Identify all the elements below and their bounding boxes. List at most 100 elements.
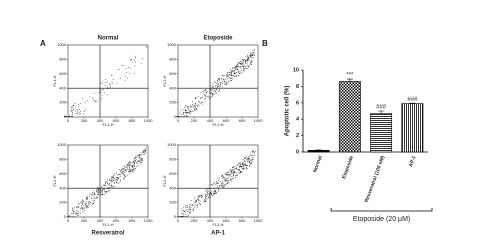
event-dot [135, 57, 136, 58]
event-dot [236, 69, 238, 71]
event-dot [221, 77, 222, 79]
event-dot [109, 178, 111, 179]
event-dot [198, 198, 199, 200]
event-dot [199, 98, 201, 100]
event-dot [238, 171, 240, 173]
event-dot [144, 149, 146, 151]
event-dot [181, 210, 183, 212]
event-dot [211, 89, 213, 90]
event-dot [192, 105, 194, 107]
event-dot [240, 66, 241, 67]
event-dot [246, 167, 248, 168]
event-dot [184, 111, 186, 113]
event-dot [237, 71, 239, 73]
event-dot [234, 168, 235, 170]
event-dot [249, 158, 250, 159]
event-dot [197, 198, 199, 200]
event-dot [237, 164, 238, 166]
event-dot [236, 65, 237, 67]
event-dot [125, 167, 127, 169]
event-dot [229, 74, 231, 76]
event-dot [241, 166, 243, 167]
event-dot [186, 113, 188, 115]
event-dot [143, 150, 145, 152]
event-dot [93, 192, 95, 194]
event-dot [82, 208, 84, 210]
event-dot [249, 165, 251, 167]
event-dot [228, 80, 230, 82]
event-dot [189, 211, 190, 213]
event-dot [185, 109, 186, 111]
event-dot [111, 81, 113, 82]
event-dot [84, 207, 86, 209]
event-dot [250, 57, 252, 59]
event-dot [240, 63, 242, 64]
event-dot [122, 173, 123, 175]
event-dot [207, 198, 209, 200]
event-dot [88, 96, 90, 98]
event-dot [96, 190, 98, 192]
event-dot [119, 169, 121, 171]
event-dot [104, 191, 106, 193]
event-dot [184, 211, 185, 212]
event-dot [208, 97, 210, 99]
event-dot [224, 176, 226, 178]
event-dot [248, 58, 249, 59]
event-dot [115, 181, 117, 183]
event-dot [183, 113, 185, 115]
event-dot [195, 105, 197, 107]
event-dot [100, 189, 101, 191]
event-dot [252, 57, 254, 58]
event-dot [241, 59, 243, 61]
event-dot [195, 199, 197, 201]
event-dot [108, 184, 110, 186]
event-dot [108, 83, 110, 85]
plot-title: Etoposide [203, 36, 233, 42]
event-dot [138, 161, 140, 163]
panel-label: B [262, 39, 268, 48]
event-dot [226, 179, 227, 181]
event-dot [214, 93, 216, 95]
event-dot [87, 201, 89, 203]
event-dot [230, 72, 232, 74]
y-tick-label: 4 [296, 117, 300, 123]
event-dot [202, 96, 204, 98]
event-dot [227, 180, 228, 182]
event-dot [199, 204, 201, 206]
event-dot [236, 72, 238, 73]
event-dot [215, 191, 217, 193]
event-dot [185, 106, 187, 108]
event-dot [214, 81, 215, 83]
event-dot [86, 204, 87, 206]
event-dot [111, 185, 112, 186]
event-dot [78, 212, 79, 214]
event-dot [135, 158, 137, 160]
event-dot [230, 77, 231, 79]
event-dot [255, 151, 256, 153]
event-dot [122, 172, 124, 173]
event-dot [78, 113, 80, 115]
event-dot [110, 184, 112, 186]
event-dot [104, 182, 106, 184]
y-tick-label: 600 [59, 171, 66, 176]
event-dot [243, 66, 244, 68]
event-dot [145, 152, 146, 153]
event-dot [107, 81, 108, 83]
event-dot [235, 168, 237, 169]
event-dot [112, 177, 113, 178]
event-dot [234, 76, 236, 77]
event-dot [216, 92, 217, 94]
event-dot [247, 157, 249, 159]
event-dot [97, 187, 98, 188]
event-dot [73, 104, 75, 106]
event-dot [142, 151, 144, 153]
event-dot [227, 83, 229, 85]
event-dot [247, 62, 249, 64]
event-dot [239, 71, 241, 73]
event-dot [111, 177, 113, 179]
event-dot [107, 191, 109, 193]
event-dot [222, 183, 224, 185]
event-dot [241, 62, 242, 64]
event-dot [77, 110, 79, 112]
event-dot [76, 213, 78, 215]
